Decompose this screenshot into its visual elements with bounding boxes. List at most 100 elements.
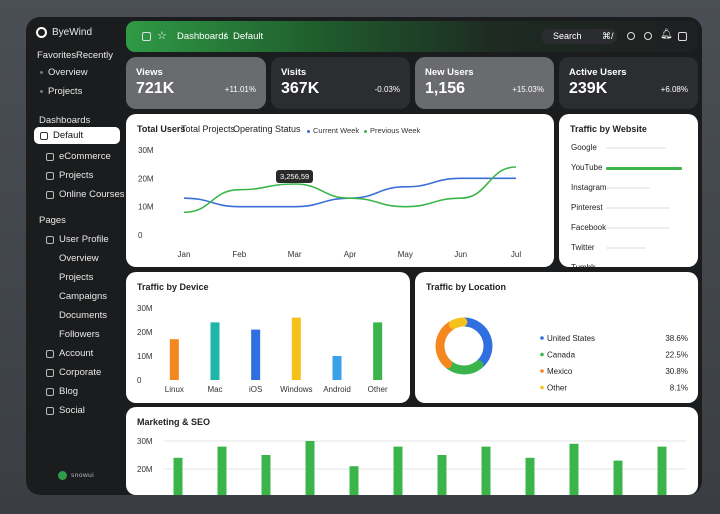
sidebar-item-user-profile[interactable]: User Profile (46, 234, 109, 245)
sidebar-item-label: Default (53, 130, 84, 141)
search-input[interactable]: Search ⌘/ (541, 29, 617, 44)
x-tick-label: Apr (344, 250, 357, 259)
sidebar-item-label: Projects (59, 170, 94, 181)
y-tick-label: 0 (138, 231, 143, 240)
sidebar-item-label: Online Courses (59, 189, 125, 200)
sidebar-subitem-followers[interactable]: Followers (59, 329, 100, 340)
sidebar-item-corporate[interactable]: Corporate (46, 367, 101, 378)
favorite-item-overview[interactable]: Overview (40, 67, 88, 78)
stat-label: Views (136, 67, 163, 78)
website-name[interactable]: Tumblr (571, 263, 596, 267)
sidebar-item-projects[interactable]: Projects (46, 170, 93, 181)
website-name[interactable]: Twitter (571, 243, 595, 252)
sun-icon[interactable] (627, 32, 635, 40)
breadcrumb-default[interactable]: Default (233, 31, 264, 42)
x-tick-label: iOS (249, 385, 262, 394)
book-icon (46, 190, 54, 199)
website-name[interactable]: YouTube (571, 163, 603, 172)
website-traffic-bar (606, 147, 666, 149)
sidebar-toggle-icon[interactable] (142, 32, 151, 41)
legend-dot-icon (540, 352, 544, 357)
sidebar-subitem-campaigns[interactable]: Campaigns (59, 291, 108, 302)
section-pages: Pages (39, 215, 66, 226)
website-name[interactable]: Google (571, 143, 597, 152)
bar-mac (210, 322, 220, 380)
website-name[interactable]: Pinterest (571, 203, 603, 212)
users-chart-panel: Total Users Total Projects Operating Sta… (126, 114, 554, 267)
legend-label: Previous Week (370, 126, 421, 135)
stat-label: Active Users (569, 67, 627, 78)
x-tick-label: Linux (165, 385, 184, 394)
sidebar-item-online-courses[interactable]: Online Courses (46, 189, 124, 200)
bar-ios (251, 329, 261, 380)
location-chart-panel: Traffic by Location United States 38.6% Ca… (415, 272, 698, 403)
traffic-website-title: Traffic by Website (570, 124, 647, 134)
seo-bar (481, 446, 491, 495)
sidebar-item-default[interactable]: Default (34, 127, 120, 144)
stat-label: Visits (281, 67, 307, 78)
y-tick-label: 20M (137, 328, 153, 337)
sidebar-item-label: Corporate (59, 367, 102, 378)
bullet-icon (40, 71, 43, 74)
device-bar-chart: 30M 20M 10M 0 Linux Mac iOS Windows Android Other (137, 304, 388, 394)
tab-recently[interactable]: Recently (76, 50, 113, 61)
bell-icon[interactable]: 🔔︎ (660, 29, 673, 40)
tab-total-projects[interactable]: Total Projects (181, 124, 236, 134)
sidebar-item-label: Social (59, 405, 85, 416)
location-percent: 8.1% (670, 384, 688, 393)
tab-total-users[interactable]: Total Users (137, 124, 186, 134)
seo-bar (393, 446, 403, 495)
stat-delta: -0.03% (374, 85, 400, 94)
sidebar-item-label: Account (59, 348, 94, 359)
tab-favorites[interactable]: Favorites (37, 50, 77, 61)
location-name: Mexico (547, 367, 573, 376)
sidebar-subitem-documents[interactable]: Documents (59, 310, 108, 321)
sidebar-item-account[interactable]: Account (46, 348, 93, 359)
stat-delta: +11.01% (224, 85, 256, 94)
star-icon[interactable]: ☆ (157, 30, 167, 42)
stat-value: 239K (569, 80, 608, 97)
footer-logo-text: snowui (71, 472, 95, 479)
shopping-bag-icon (46, 152, 54, 161)
sidebar-subitem-overview[interactable]: Overview (59, 253, 99, 264)
breadcrumb-dashboards[interactable]: Dashboards (177, 31, 229, 42)
sidebar-subitem-projects[interactable]: Projects (59, 272, 94, 283)
website-traffic-bar (606, 227, 670, 229)
users-line-chart: 30M 20M 10M 0 Jan Feb Mar Apr May Jun Jul (138, 146, 521, 259)
seo-bar (437, 455, 447, 495)
users-icon (46, 368, 54, 377)
y-tick-label: 20M (138, 174, 154, 183)
y-tick-label: 30M (138, 146, 154, 155)
chart-tooltip: 3,256,59 (276, 170, 314, 183)
location-name: Canada (547, 351, 576, 360)
user-card-icon (46, 235, 54, 244)
footer-logo: snowui (58, 471, 94, 480)
tab-operating-status[interactable]: Operating Status (233, 124, 301, 134)
stat-label: New Users (425, 67, 474, 78)
brand[interactable]: ByeWind (36, 27, 92, 38)
stat-delta: +6.08% (660, 85, 688, 94)
sidebar: ByeWind Favorites Recently Overview Proj… (26, 17, 126, 495)
app-window: ByeWind Favorites Recently Overview Proj… (26, 17, 702, 495)
website-name[interactable]: Instagram (571, 183, 607, 192)
sidebar-item-social[interactable]: Social (46, 405, 85, 416)
sidebar-item-ecommerce[interactable]: eCommerce (46, 151, 111, 162)
legend-dot-icon (540, 369, 544, 373)
y-tick-label: 10M (137, 352, 153, 361)
panel-toggle-icon[interactable] (678, 32, 687, 41)
stat-card-visits: Visits 367K -0.03% (271, 57, 410, 109)
favorite-item-projects[interactable]: Projects (40, 86, 82, 97)
stat-card-views: Views 721K +11.01% (126, 57, 266, 109)
series-line-previous-week (183, 166, 517, 214)
x-tick-label: Feb (232, 250, 246, 259)
brand-logo-icon (36, 27, 47, 38)
history-icon[interactable] (644, 32, 652, 40)
sidebar-item-blog[interactable]: Blog (46, 386, 78, 397)
seo-bar (349, 466, 359, 495)
x-tick-label: Jul (511, 250, 521, 259)
y-tick-label: 30M (137, 437, 153, 446)
bar-android (332, 356, 342, 380)
website-name[interactable]: Facebook (571, 223, 607, 232)
location-percent: 38.6% (665, 334, 688, 343)
x-tick-label: Mar (288, 250, 302, 259)
